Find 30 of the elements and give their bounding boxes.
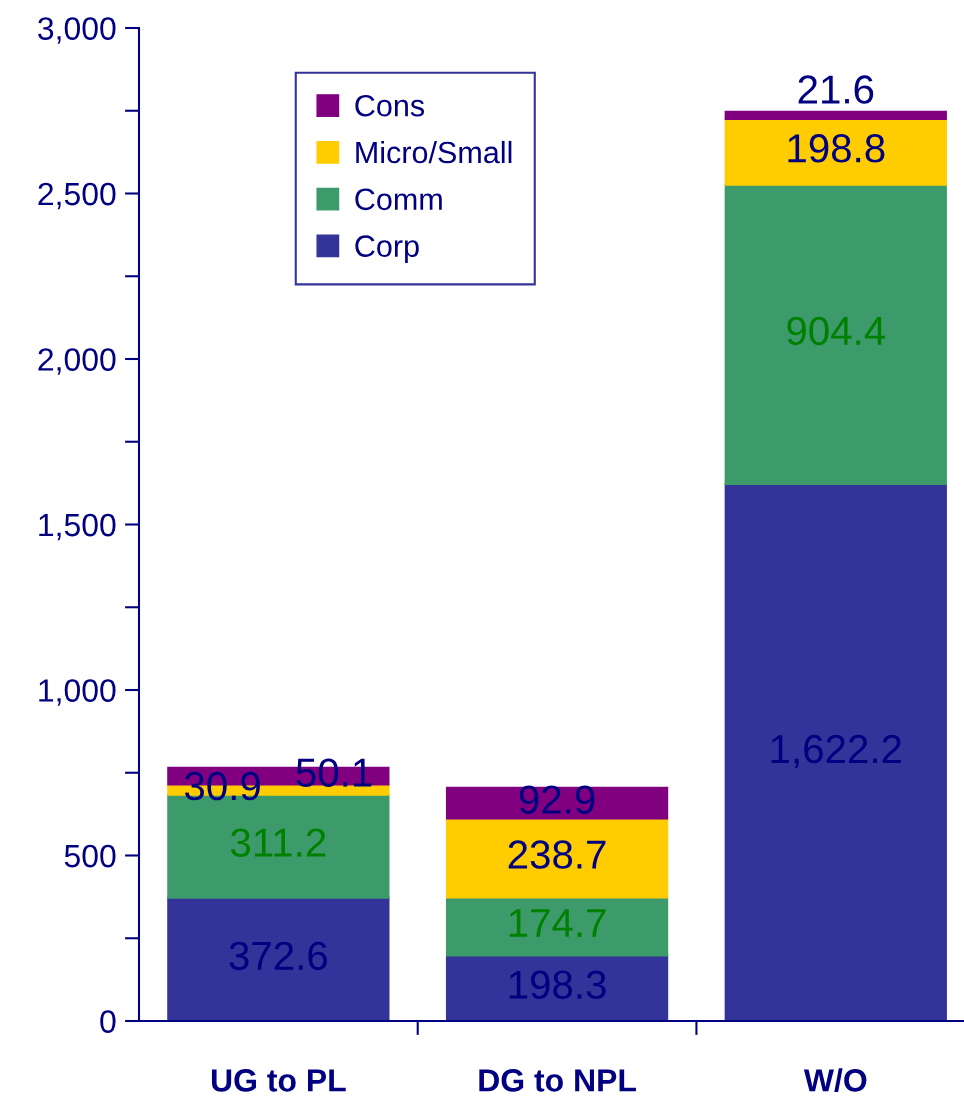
y-tick-label: 2,000 [38,348,116,375]
bar [445,817,669,899]
bar [167,896,390,1021]
bar [724,110,947,120]
data-label: 21.6 [798,75,874,104]
y-tick-label: 2,500 [38,182,116,210]
data-label: 198.8 [788,134,885,163]
bar [445,954,669,1021]
data-label: 238.7 [508,840,606,869]
bar [445,896,669,957]
x-tick-label: W/O [803,1068,867,1093]
legend-label: Comm [355,188,442,211]
y-tick-label: 1,500 [39,513,116,541]
y-tick-label: 0 [100,1010,116,1033]
legend-label: Micro/Small [356,140,512,164]
y-tick-label: 1,000 [39,679,116,706]
legend-label: Cons [355,94,425,117]
y-tick-label: 3,000 [38,17,116,44]
bar [724,183,947,486]
bar [445,786,669,820]
legend-label: Corp [355,235,419,264]
x-tick-label: DG to NPL [479,1069,636,1092]
bar [724,117,947,186]
data-label: 174.7 [509,909,606,937]
x-tick-label: UG to PL [211,1069,346,1092]
data-label: 311.2 [230,828,326,857]
data-label: 92.9 [519,785,595,814]
y-tick-label: 500 [64,844,116,868]
bar [724,483,947,1021]
data-label: 904.4 [787,316,886,346]
